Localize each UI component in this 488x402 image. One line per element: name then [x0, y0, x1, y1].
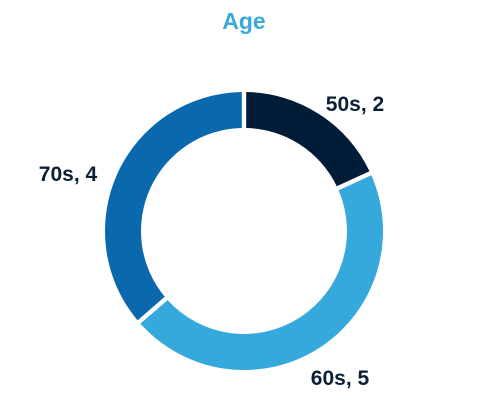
slice-labels: 50s, 2 60s, 5 70s, 4 [39, 93, 384, 390]
slice-label-70s: 70s, 4 [39, 163, 98, 186]
donut-slice-70s [105, 92, 242, 321]
donut-slices [105, 92, 384, 371]
donut-slice-60s [140, 175, 384, 371]
slice-label-50s: 50s, 2 [326, 93, 384, 116]
slice-label-60s: 60s, 5 [311, 367, 370, 390]
donut-slice-50s [246, 92, 370, 187]
chart-title: Age [222, 8, 265, 34]
